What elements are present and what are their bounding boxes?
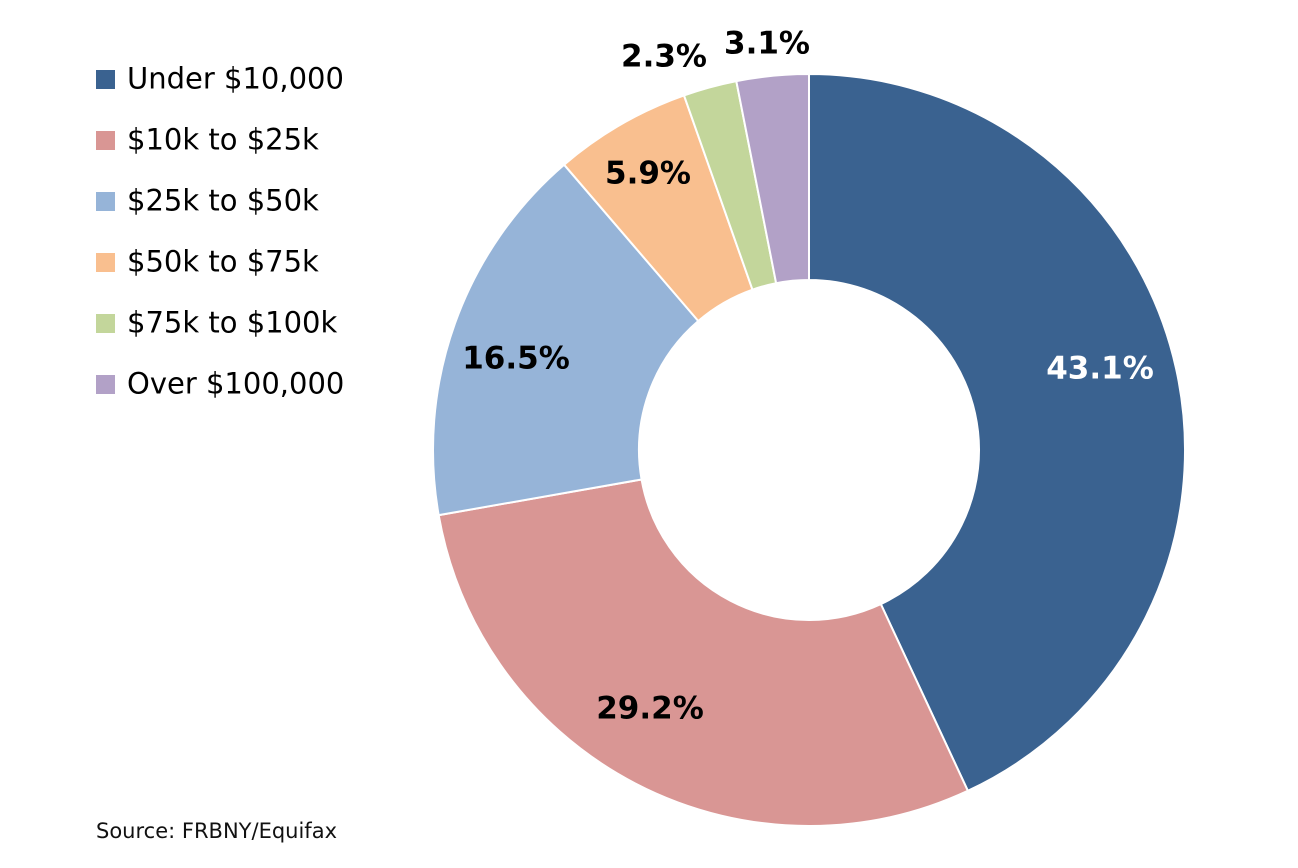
legend-item-2: $10k to $25k (96, 123, 319, 157)
legend-item-4: $50k to $75k (96, 245, 319, 279)
donut-slice-6 (735, 72, 810, 285)
legend-swatch-4 (96, 253, 115, 272)
legend-item-3: $25k to $50k (96, 184, 319, 218)
legend-label-2: $10k to $25k (127, 123, 319, 157)
legend-swatch-5 (96, 314, 115, 333)
source-note: Source: FRBNY/Equifax (96, 819, 337, 843)
slice-value-label-5: 2.3% (621, 39, 707, 75)
donut-slices (432, 72, 1186, 827)
legend-label-3: $25k to $50k (127, 184, 319, 218)
legend-item-5: $75k to $100k (96, 306, 337, 340)
legend-item-1: Under $10,000 (96, 62, 344, 96)
legend-label-5: $75k to $100k (127, 306, 337, 340)
legend-swatch-6 (96, 375, 115, 394)
slice-value-label-3: 16.5% (462, 341, 570, 377)
legend: Under $10,000 $10k to $25k $25k to $50k $50… (96, 62, 344, 401)
legend-swatch-1 (96, 70, 115, 89)
donut-slice-1 (808, 72, 1186, 793)
legend-label-4: $50k to $75k (127, 245, 319, 279)
slice-value-label-6: 3.1% (724, 26, 810, 62)
legend-item-6: Over $100,000 (96, 367, 344, 401)
legend-swatch-2 (96, 131, 115, 150)
slice-value-label-4: 5.9% (605, 156, 691, 192)
slice-value-label-1: 43.1% (1046, 351, 1154, 387)
donut-slice-2 (437, 478, 970, 827)
slice-value-label-2: 29.2% (596, 691, 704, 727)
donut-slice-3 (432, 163, 700, 517)
slice-labels: 43.1% 29.2% 16.5% 5.9% 2.3% 3.1% (462, 26, 1154, 727)
legend-label-6: Over $100,000 (127, 367, 344, 401)
legend-swatch-3 (96, 192, 115, 211)
legend-label-1: Under $10,000 (127, 62, 344, 96)
